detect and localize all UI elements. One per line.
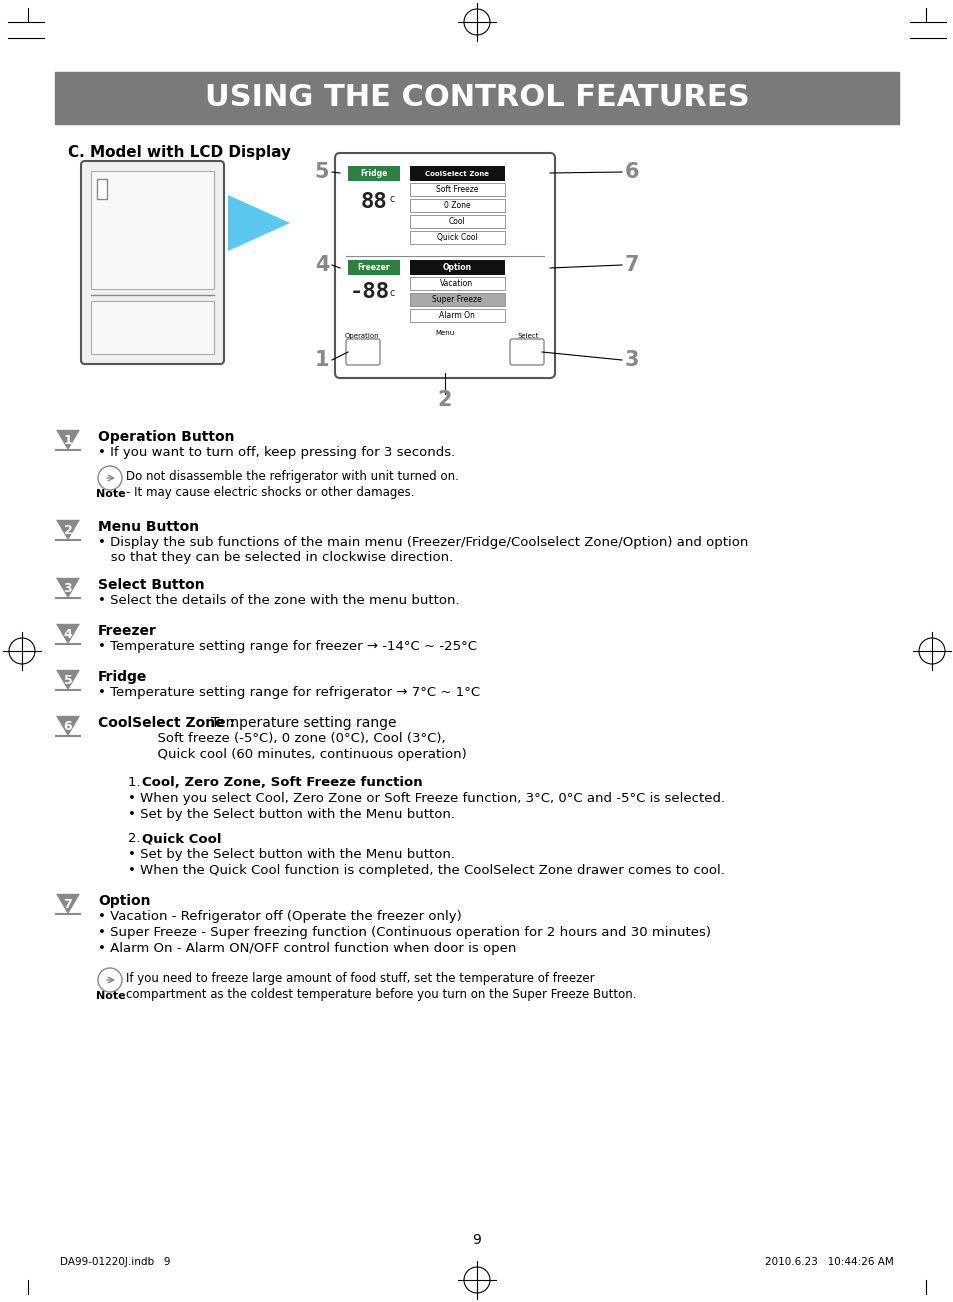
Text: 2: 2 — [437, 391, 452, 410]
Text: DA99-01220J.indb   9: DA99-01220J.indb 9 — [60, 1256, 171, 1267]
Bar — [410, 230, 504, 243]
Text: 3: 3 — [624, 350, 639, 370]
Polygon shape — [56, 624, 80, 644]
Text: Quick cool (60 minutes, continuous operation): Quick cool (60 minutes, continuous opera… — [98, 749, 466, 760]
Text: 1: 1 — [314, 350, 329, 370]
Text: • Vacation - Refrigerator off (Operate the freezer only): • Vacation - Refrigerator off (Operate t… — [98, 910, 461, 923]
Text: Menu Button: Menu Button — [98, 519, 199, 534]
Polygon shape — [56, 578, 80, 598]
Text: 7: 7 — [64, 897, 72, 910]
Text: Menu: Menu — [435, 329, 455, 336]
Text: Soft freeze (-5°C), 0 zone (0°C), Cool (3°C),: Soft freeze (-5°C), 0 zone (0°C), Cool (… — [98, 732, 445, 745]
Text: Select: Select — [517, 333, 538, 339]
Text: 6: 6 — [64, 720, 72, 733]
Bar — [91, 301, 213, 354]
Text: Super Freeze: Super Freeze — [432, 296, 481, 303]
Text: 2010.6.23   10:44:26 AM: 2010.6.23 10:44:26 AM — [764, 1256, 893, 1267]
Text: Freezer: Freezer — [357, 263, 390, 272]
Text: 4: 4 — [314, 255, 329, 275]
Text: - It may cause electric shocks or other damages.: - It may cause electric shocks or other … — [126, 486, 414, 499]
Polygon shape — [56, 519, 80, 540]
Bar — [410, 277, 504, 290]
Bar — [410, 199, 504, 212]
FancyBboxPatch shape — [346, 339, 379, 365]
Text: Operation Button: Operation Button — [98, 430, 234, 444]
Text: 9: 9 — [472, 1233, 481, 1247]
Text: 2: 2 — [64, 523, 72, 536]
Text: Do not disassemble the refrigerator with unit turned on.: Do not disassemble the refrigerator with… — [126, 470, 458, 483]
Text: CoolSelect Zone: CoolSelect Zone — [424, 171, 489, 177]
Bar — [410, 215, 504, 228]
Text: -88: -88 — [350, 283, 390, 302]
Text: Quick Cool: Quick Cool — [436, 233, 476, 242]
Polygon shape — [56, 893, 80, 914]
Text: • When the Quick Cool function is completed, the CoolSelect Zone drawer comes to: • When the Quick Cool function is comple… — [128, 865, 724, 878]
Text: Cool, Zero Zone, Soft Freeze function: Cool, Zero Zone, Soft Freeze function — [142, 776, 422, 789]
Text: • Select the details of the zone with the menu button.: • Select the details of the zone with th… — [98, 594, 459, 607]
Text: Fridge: Fridge — [98, 671, 147, 684]
Text: 5: 5 — [314, 161, 329, 182]
Text: Alarm On: Alarm On — [438, 311, 475, 320]
Text: 6: 6 — [624, 161, 639, 182]
Text: Note: Note — [96, 991, 126, 1001]
Bar — [97, 178, 107, 199]
Text: 88: 88 — [360, 191, 387, 212]
FancyBboxPatch shape — [81, 161, 224, 365]
FancyBboxPatch shape — [335, 154, 555, 378]
Text: Temperature setting range: Temperature setting range — [212, 716, 396, 730]
Text: If you need to freeze large amount of food stuff, set the temperature of freezer: If you need to freeze large amount of fo… — [126, 973, 594, 986]
Text: compartment as the coldest temperature before you turn on the Super Freeze Butto: compartment as the coldest temperature b… — [126, 988, 636, 1001]
Text: Vacation: Vacation — [440, 279, 473, 288]
Text: • Temperature setting range for freezer → -14°C ~ -25°C: • Temperature setting range for freezer … — [98, 641, 476, 654]
Text: Cool: Cool — [448, 217, 465, 227]
Text: Soft Freeze: Soft Freeze — [436, 185, 477, 194]
Text: Option: Option — [98, 894, 151, 907]
Bar — [410, 165, 504, 181]
Text: Operation: Operation — [344, 333, 379, 339]
Text: Note: Note — [96, 490, 126, 499]
Text: 1: 1 — [64, 434, 72, 447]
Bar — [91, 171, 213, 289]
Text: • Super Freeze - Super freezing function (Continuous operation for 2 hours and 3: • Super Freeze - Super freezing function… — [98, 926, 710, 939]
Text: • Set by the Select button with the Menu button.: • Set by the Select button with the Menu… — [128, 848, 455, 861]
Text: USING THE CONTROL FEATURES: USING THE CONTROL FEATURES — [205, 83, 748, 112]
Text: • Set by the Select button with the Menu button.: • Set by the Select button with the Menu… — [128, 809, 455, 822]
Text: 4: 4 — [64, 628, 72, 641]
Text: Select Button: Select Button — [98, 578, 204, 592]
Bar — [55, 72, 898, 124]
Text: Fridge: Fridge — [360, 169, 387, 178]
Text: Freezer: Freezer — [98, 624, 156, 638]
FancyBboxPatch shape — [510, 339, 543, 365]
Text: Option: Option — [442, 263, 471, 272]
Bar — [410, 260, 504, 275]
Polygon shape — [56, 716, 80, 736]
Bar — [410, 293, 504, 306]
Text: • Temperature setting range for refrigerator → 7°C ~ 1°C: • Temperature setting range for refriger… — [98, 686, 479, 699]
Text: 5: 5 — [64, 673, 72, 686]
Text: c: c — [390, 194, 395, 204]
Text: • If you want to turn off, keep pressing for 3 seconds.: • If you want to turn off, keep pressing… — [98, 447, 455, 460]
Text: 7: 7 — [624, 255, 639, 275]
Text: 2.: 2. — [128, 832, 145, 845]
Text: CoolSelect Zone :: CoolSelect Zone : — [98, 716, 239, 730]
Text: 0 Zone: 0 Zone — [443, 201, 470, 210]
Polygon shape — [56, 430, 80, 450]
Polygon shape — [56, 669, 80, 690]
Text: C. Model with LCD Display: C. Model with LCD Display — [68, 145, 291, 160]
Text: • Alarm On - Alarm ON/OFF control function when door is open: • Alarm On - Alarm ON/OFF control functi… — [98, 943, 516, 954]
Bar — [348, 260, 399, 275]
Bar — [348, 165, 399, 181]
Text: Quick Cool: Quick Cool — [142, 832, 221, 845]
Text: 3: 3 — [64, 582, 72, 595]
Bar — [410, 309, 504, 322]
Text: 1.: 1. — [128, 776, 145, 789]
Text: c: c — [390, 288, 395, 298]
Bar — [410, 184, 504, 197]
Text: • Display the sub functions of the main menu (Freezer/Fridge/Coolselect Zone/Opt: • Display the sub functions of the main … — [98, 536, 747, 564]
Polygon shape — [228, 195, 290, 251]
Text: • When you select Cool, Zero Zone or Soft Freeze function, 3°C, 0°C and -5°C is : • When you select Cool, Zero Zone or Sof… — [128, 792, 724, 805]
